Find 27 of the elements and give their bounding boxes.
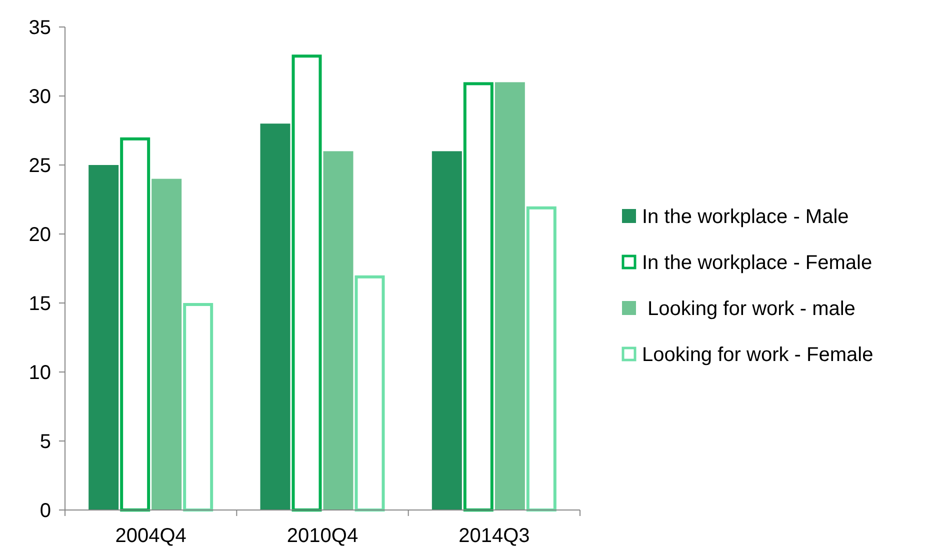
legend-label: Looking for work - Female [642,344,874,366]
legend-label: In the workplace - Male [642,206,849,228]
x-tick-label: 2010Q4 [286,525,358,547]
bar [120,137,150,512]
bar [463,82,494,512]
y-tick-label: 25 [28,155,51,177]
y-tick-label: 20 [28,224,51,246]
bar [260,124,290,510]
bar [526,206,556,512]
bar [494,82,525,510]
bar [183,303,214,512]
x-tick-label: 2004Q4 [115,525,186,547]
legend-label: In the workplace - Female [642,252,872,274]
bar [292,54,322,512]
bar [323,151,354,510]
legend-label: Looking for work - male [642,298,856,320]
bar [88,165,119,510]
y-tick-label: 30 [28,86,51,108]
bar [354,275,385,512]
y-tick-label: 5 [40,431,51,453]
bar [432,151,462,510]
y-tick-label: 35 [28,17,51,39]
y-tick-label: 10 [28,362,51,384]
y-tick-label: 0 [40,500,51,522]
x-tick-label: 2014Q3 [458,525,530,547]
y-tick-label: 15 [28,293,51,315]
bar [152,178,182,510]
